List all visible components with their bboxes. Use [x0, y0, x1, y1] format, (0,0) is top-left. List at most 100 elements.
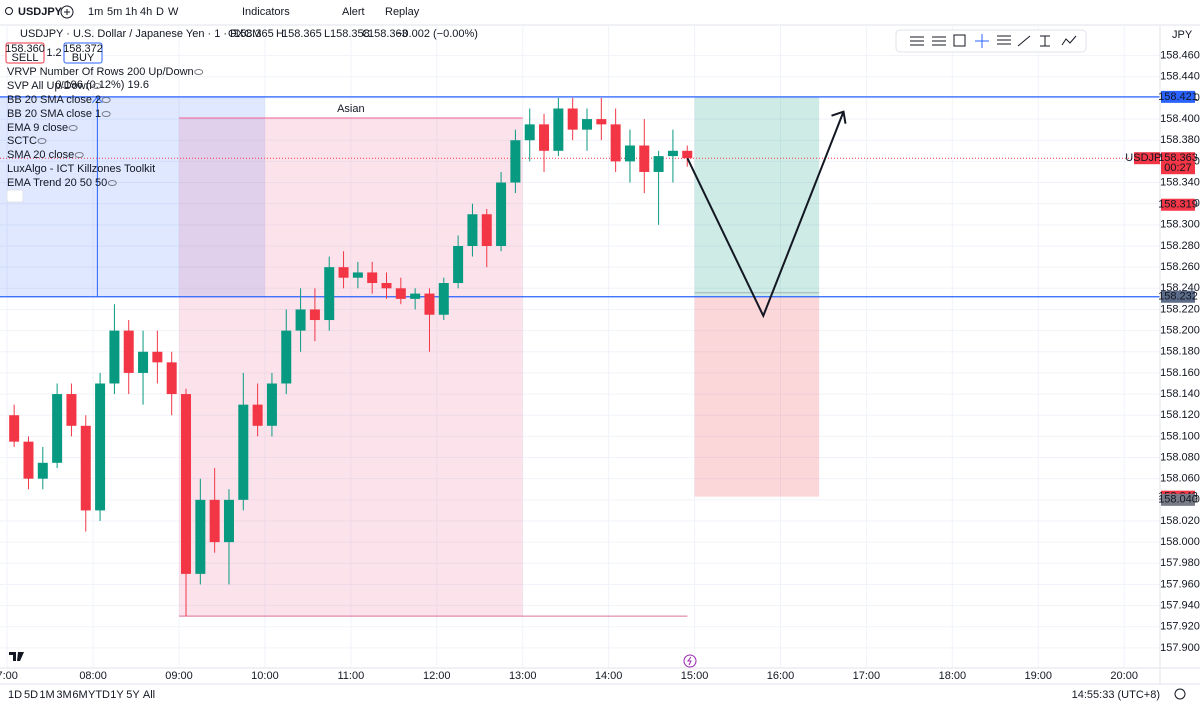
visibility-icon[interactable] — [37, 138, 47, 144]
study-label[interactable]: SCTC — [7, 135, 37, 147]
range-button[interactable]: 5D — [24, 689, 38, 701]
ohlc-value: 158.365 — [282, 28, 322, 40]
study-label[interactable]: EMA 9 close — [7, 122, 68, 134]
visibility-icon[interactable] — [92, 83, 102, 89]
candle-body — [582, 119, 592, 130]
last-price-countdown: 00:27 — [1164, 162, 1192, 174]
candle-body — [23, 441, 34, 479]
candle-body — [553, 108, 564, 151]
ohlc-key: L — [324, 28, 330, 40]
events-icon-bolt — [687, 656, 692, 666]
alert-button[interactable]: Alert — [342, 6, 365, 18]
logo — [9, 652, 24, 661]
visibility-icon[interactable] — [68, 125, 78, 131]
symbol-search[interactable]: USDJPY — [18, 6, 63, 18]
clock: 14:55:33 (UTC+8) — [1072, 689, 1160, 701]
candle-body — [309, 309, 320, 321]
y-tick-label: 157.960 — [1160, 578, 1200, 590]
candle-body — [109, 330, 120, 384]
killzone-box — [179, 118, 523, 617]
tool-icon[interactable] — [1061, 35, 1077, 46]
candle-body — [481, 214, 492, 246]
settings-icon[interactable] — [1174, 688, 1186, 700]
drawing-tool-icons — [910, 34, 1077, 48]
last-price-badge — [1161, 152, 1195, 175]
candle-body — [510, 140, 521, 183]
y-tick-label: 157.920 — [1160, 621, 1200, 633]
drawing-toolbar[interactable] — [895, 29, 1087, 53]
range-button[interactable]: 6M — [72, 689, 87, 701]
candle-body — [624, 145, 635, 162]
y-tick-label: 158.000 — [1160, 536, 1200, 548]
study-label[interactable]: LuxAlgo - ICT Killzones Toolkit — [7, 163, 155, 175]
buy-price: 158.372 — [63, 43, 103, 55]
x-tick-label: 14:00 — [595, 670, 623, 682]
buy-button[interactable] — [63, 42, 103, 64]
range-button[interactable]: 1M — [39, 689, 54, 701]
candle-body — [352, 272, 363, 278]
range-button[interactable]: 1Y — [110, 689, 124, 701]
collapse-button[interactable] — [6, 189, 24, 203]
sell-price: 158.360 — [5, 43, 45, 55]
tool-icon[interactable] — [975, 34, 989, 48]
study-label[interactable]: SMA 20 close — [7, 149, 74, 161]
visibility-icon[interactable] — [74, 152, 84, 158]
replay-button[interactable]: Replay — [385, 6, 420, 18]
study-label[interactable]: EMA Trend 20 50 50 — [7, 177, 107, 189]
candle-body — [252, 404, 263, 426]
plot-area: Asian 0.196 (0.12%) 19.6 — [0, 26, 1160, 668]
range-button[interactable]: 1D — [8, 689, 22, 701]
x-tick-label: 09:00 — [165, 670, 193, 682]
tool-icon[interactable] — [1040, 35, 1050, 47]
interval-button[interactable]: 5m — [107, 6, 122, 18]
events-icon[interactable] — [683, 654, 697, 668]
sell-button[interactable] — [5, 42, 45, 64]
price-badge — [1161, 198, 1195, 211]
candle-body — [181, 394, 192, 574]
tool-icon[interactable] — [910, 36, 924, 46]
interval-button[interactable]: 4h — [140, 6, 152, 18]
study-label[interactable]: VRVP Number Of Rows 200 Up/Down — [7, 66, 194, 78]
study-label[interactable]: SVP All Up/Down — [7, 80, 92, 92]
interval-button[interactable]: 1h — [125, 6, 137, 18]
candle-body — [567, 108, 578, 130]
candle-body — [138, 351, 149, 373]
tool-icon[interactable] — [997, 35, 1011, 45]
visibility-icon[interactable] — [101, 111, 111, 117]
study-label[interactable]: BB 20 SMA close 1 — [7, 108, 101, 120]
x-tick-label: 15:00 — [681, 670, 709, 682]
last-price-symbol-badge — [1134, 152, 1160, 165]
compare-icon[interactable] — [60, 5, 74, 19]
ohlc-key: H — [276, 28, 284, 40]
tool-icon[interactable] — [1017, 35, 1031, 47]
indicators-button[interactable]: Indicators — [242, 6, 290, 18]
visibility-icon[interactable] — [101, 97, 111, 103]
candle-body — [438, 283, 449, 315]
last-price-symbol: USDJPY — [1125, 152, 1169, 164]
buy-label: BUY — [72, 52, 95, 64]
y-tick-label: 158.020 — [1160, 515, 1200, 527]
candle-body — [66, 394, 77, 426]
candle-body — [166, 362, 177, 395]
range-button[interactable]: 3M — [56, 689, 71, 701]
range-button[interactable]: All — [143, 689, 155, 701]
x-tick-label: 12:00 — [423, 670, 451, 682]
visibility-icon[interactable] — [107, 180, 117, 186]
y-tick-label: 158.380 — [1160, 134, 1200, 146]
tool-icon[interactable] — [953, 34, 966, 47]
candle-body — [152, 351, 163, 363]
tool-icon[interactable] — [932, 36, 946, 46]
interval-button[interactable]: D — [156, 6, 164, 18]
interval-button[interactable]: W — [168, 6, 179, 18]
position-target — [694, 96, 820, 297]
study-label[interactable]: BB 20 SMA close 2 — [7, 94, 101, 106]
range-button[interactable]: YTD — [88, 689, 110, 701]
candle-body — [238, 404, 249, 500]
visibility-icon[interactable] — [194, 69, 204, 75]
price-badge-label: 158.232 — [1158, 291, 1198, 303]
y-tick-label: 157.980 — [1160, 557, 1200, 569]
interval-button[interactable]: 1m — [88, 6, 103, 18]
range-button[interactable]: 5Y — [126, 689, 140, 701]
candle-body — [9, 415, 20, 442]
